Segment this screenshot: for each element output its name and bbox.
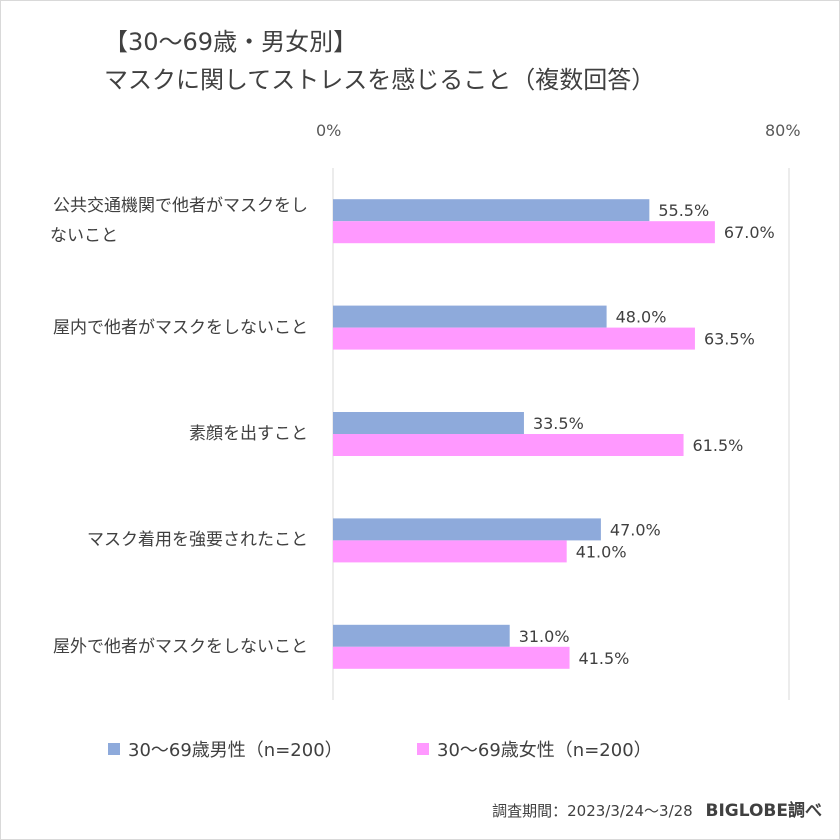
chart-title-line-1: 【30～69歳・男女別】	[104, 28, 358, 56]
brand-credit: BIGLOBE調べ	[705, 801, 823, 821]
bar	[333, 646, 570, 669]
category-label: 屋内で他者がマスクをしないこと	[8, 313, 308, 343]
category-label-line: 屋外で他者がマスクをしないこと	[53, 636, 308, 657]
data-label: 47.0%	[610, 520, 661, 539]
legend-swatch-female	[417, 743, 429, 755]
data-label: 67.0%	[724, 223, 775, 242]
category-label: マスク着用を強要されたこと	[8, 525, 308, 555]
data-label: 41.5%	[579, 649, 630, 668]
data-label: 61.5%	[693, 436, 744, 455]
category-label: 素顔を出すこと	[8, 419, 308, 449]
data-label: 48.0%	[616, 308, 667, 327]
category-label-line: ないこと	[50, 226, 118, 247]
bar	[333, 327, 695, 350]
footer: 調査期間：2023/3/24～3/28 BIGLOBE調べ	[492, 796, 822, 821]
category-label-line: 公共交通機関で他者がマスクをし	[53, 196, 308, 217]
bar	[333, 199, 650, 222]
bar	[333, 221, 715, 244]
data-label: 55.5%	[658, 201, 709, 220]
category-label-line: マスク着用を強要されたこと	[87, 530, 308, 551]
chart-title-line-2: マスクに関してストレスを感じること（複数回答）	[104, 66, 656, 94]
bar	[333, 540, 567, 563]
data-label: 31.0%	[519, 627, 570, 646]
x-tick-label-max: 80%	[765, 121, 801, 140]
data-label: 63.5%	[704, 330, 755, 349]
category-label: 屋外で他者がマスクをしないこと	[8, 632, 308, 662]
category-label-line: 屋内で他者がマスクをしないこと	[53, 317, 308, 338]
bar	[333, 518, 601, 541]
legend-label-male: 30～69歳男性（n=200）	[128, 740, 343, 761]
legend-item-male: 30～69歳男性（n=200）	[108, 736, 343, 762]
x-tick-label-min: 0%	[316, 121, 342, 140]
legend-swatch-male	[108, 743, 120, 755]
category-label: 公共交通機関で他者がマスクをし ないこと	[8, 191, 308, 251]
survey-period: 調査期間：2023/3/24～3/28	[492, 802, 693, 820]
data-label: 41.0%	[576, 542, 627, 561]
bar	[333, 412, 524, 434]
category-label-line: 素顔を出すこと	[189, 424, 308, 444]
bar	[333, 305, 607, 328]
bar	[333, 434, 684, 456]
legend-label-female: 30～69歳女性（n=200）	[437, 740, 652, 761]
bar	[333, 624, 510, 647]
legend-item-female: 30～69歳女性（n=200）	[417, 736, 652, 762]
data-label: 33.5%	[533, 414, 584, 433]
